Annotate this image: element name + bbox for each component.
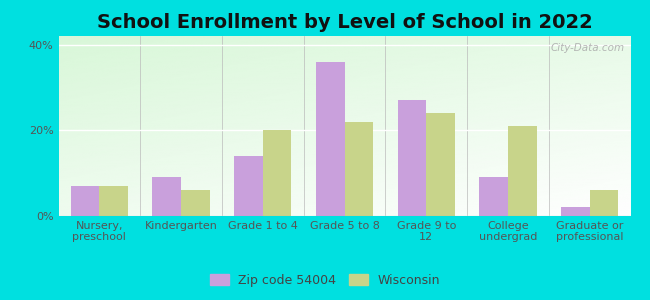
Bar [71,186,99,216]
Text: City-Data.com: City-Data.com [551,43,625,53]
Bar [508,126,536,216]
Bar [426,113,455,216]
Bar [181,190,210,216]
Legend: Zip code 54004, Wisconsin: Zip code 54004, Wisconsin [206,270,444,291]
Bar [234,156,263,216]
Bar [479,177,508,216]
Title: School Enrollment by Level of School in 2022: School Enrollment by Level of School in … [97,13,592,32]
Bar [398,100,426,216]
Bar [263,130,291,216]
Bar [99,186,128,216]
Bar [153,177,181,216]
Bar [561,207,590,216]
Bar [316,62,344,216]
Bar [344,122,373,216]
Bar [590,190,618,216]
